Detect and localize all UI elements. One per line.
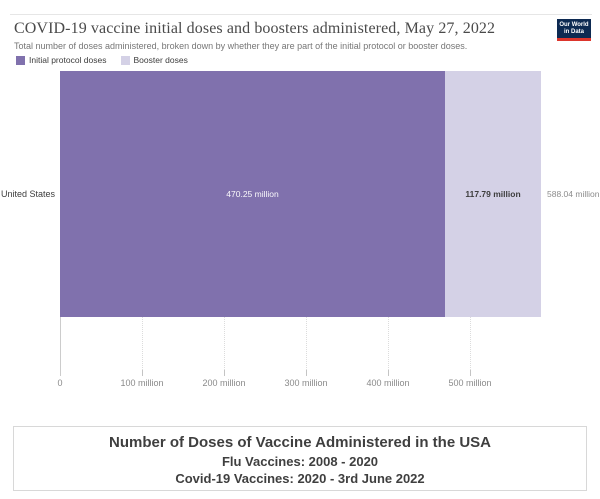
- gridline-300m: [306, 317, 307, 370]
- caption-flu-range: Flu Vaccines: 2008 - 2020: [221, 454, 379, 469]
- chart-title: COVID-19 vaccine initial doses and boost…: [14, 20, 496, 37]
- gridline-100m: [142, 317, 143, 370]
- bar-total-label: 588.04 million: [547, 189, 600, 199]
- bar-segment-booster-doses[interactable]: 117.79 million: [445, 71, 541, 317]
- legend-label-booster: Booster doses: [133, 55, 188, 65]
- x-tick-label-200m: 200 million: [202, 378, 246, 388]
- gridline-500m: [470, 317, 471, 370]
- booster-doses-swatch-icon: [120, 55, 130, 65]
- axis-tick-500m: [470, 370, 471, 376]
- owid-logo[interactable]: Our World in Data: [557, 19, 591, 41]
- bar-segment-initial-doses[interactable]: 470.25 million: [60, 71, 445, 317]
- legend-label-initial: Initial protocol doses: [29, 55, 107, 65]
- legend-item-booster-doses: Booster doses: [120, 55, 188, 65]
- chart-subtitle: Total number of doses administered, brok…: [14, 41, 468, 51]
- gridline-400m: [388, 317, 389, 370]
- x-tick-label-0: 0: [57, 378, 63, 388]
- top-divider: [10, 14, 592, 15]
- caption-title: Number of Doses of Vaccine Administered …: [108, 434, 492, 451]
- axis-tick-200m: [224, 370, 225, 376]
- x-tick-label-300m: 300 million: [284, 378, 328, 388]
- stacked-bar-united-states: 470.25 million 117.79 million: [60, 71, 541, 317]
- bar-row-label-united-states: United States: [0, 189, 55, 199]
- axis-tick-300m: [306, 370, 307, 376]
- axis-zero-line: [60, 317, 61, 376]
- x-tick-label-400m: 400 million: [366, 378, 410, 388]
- bar-value-label-booster: 117.79 million: [465, 189, 521, 199]
- axis-tick-100m: [142, 370, 143, 376]
- bar-value-label-initial: 470.25 million: [226, 189, 279, 199]
- caption-covid-range: Covid-19 Vaccines: 2020 - 3rd June 2022: [175, 471, 425, 486]
- caption-box: Number of Doses of Vaccine Administered …: [13, 426, 587, 491]
- x-tick-label-500m: 500 million: [448, 378, 492, 388]
- axis-tick-400m: [388, 370, 389, 376]
- x-tick-label-100m: 100 million: [120, 378, 164, 388]
- owid-logo-line2: in Data: [563, 29, 584, 35]
- owid-logo-line1: Our World: [559, 22, 589, 28]
- chart-legend: Initial protocol doses Booster doses: [16, 55, 188, 65]
- gridline-200m: [224, 317, 225, 370]
- legend-item-initial-doses: Initial protocol doses: [16, 55, 107, 65]
- initial-doses-swatch-icon: [16, 55, 25, 65]
